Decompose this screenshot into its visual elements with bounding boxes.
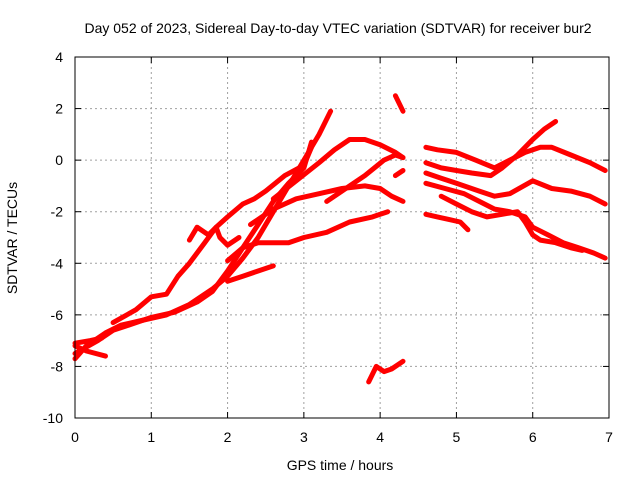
x-tick-label: 5: [453, 429, 461, 445]
data-traces: [72, 93, 608, 385]
x-tick-label: 1: [147, 429, 155, 445]
series-trace-7: [225, 209, 391, 264]
x-axis-label: GPS time / hours: [287, 457, 394, 473]
x-tick-label: 0: [71, 429, 79, 445]
y-tick-label: -6: [51, 307, 64, 323]
series-trace-10: [270, 137, 406, 202]
y-tick-label: 2: [55, 101, 63, 117]
series-trace-6: [186, 224, 242, 248]
y-tick-label: 4: [55, 49, 63, 65]
series-trace-14: [392, 168, 406, 179]
y-tick-label: -2: [51, 204, 64, 220]
series-trace-17: [423, 170, 608, 207]
series-trace-4: [72, 335, 105, 346]
x-tick-label: 7: [605, 429, 613, 445]
series-trace-20: [423, 211, 471, 233]
x-tick-label: 2: [224, 429, 232, 445]
grid: [75, 57, 609, 418]
y-tick-label: -8: [51, 358, 64, 374]
y-axis-label: SDTVAR / TECUs: [4, 182, 20, 294]
series-trace-13: [392, 93, 406, 114]
chart-title: Day 052 of 2023, Sidereal Day-to-day VTE…: [84, 20, 591, 36]
series-trace-8: [225, 263, 276, 284]
y-tick-label: -10: [43, 410, 63, 426]
series-trace-2: [72, 139, 314, 356]
series-trace-5: [72, 343, 108, 359]
series-trace-11: [324, 152, 406, 204]
series-trace-3: [110, 144, 314, 326]
y-tick-label: -4: [51, 255, 64, 271]
y-tick-label: 0: [55, 152, 63, 168]
x-tick-label: 6: [529, 429, 537, 445]
series-trace-16: [423, 119, 559, 179]
axis-ticks: 0 1 2 3 4 5 6 7 -10 -8 -6 -4 -2 0 2 4: [43, 49, 613, 445]
series-trace-19: [438, 193, 585, 253]
series-trace-12: [366, 358, 406, 385]
x-tick-label: 3: [300, 429, 308, 445]
plot-frame: [74, 56, 610, 419]
x-tick-label: 4: [376, 429, 384, 445]
